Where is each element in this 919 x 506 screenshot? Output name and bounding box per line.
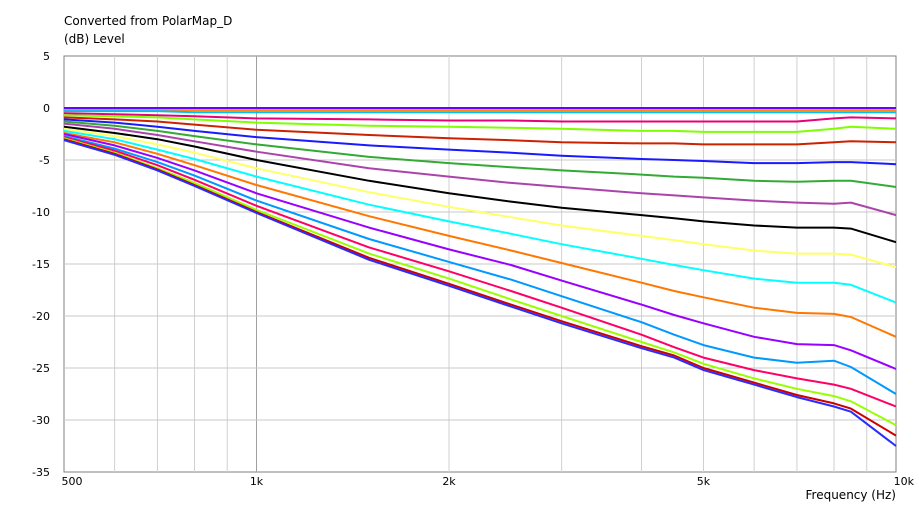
- y-tick-label: 0: [43, 102, 50, 115]
- series-line-14: [63, 133, 897, 370]
- series-line-19: [63, 139, 897, 447]
- series-line-15: [63, 135, 897, 395]
- series-line-5: [63, 114, 897, 133]
- series-line-10: [63, 125, 897, 244]
- series-line-12: [63, 129, 897, 304]
- y-tick-label: -10: [32, 206, 50, 219]
- series-line-4: [63, 112, 897, 123]
- y-axis-label: (dB) Level: [64, 32, 125, 46]
- y-tick-labels: 5 0 -5 -10 -15 -20 -25 -30 -35: [32, 50, 50, 479]
- x-tick-label: 500: [62, 475, 83, 488]
- series-line-16: [63, 136, 897, 408]
- x-tick-labels: 500 1k 2k 5k 10k: [62, 475, 915, 488]
- series-line-11: [63, 127, 897, 269]
- series-line-7: [63, 118, 897, 166]
- y-tick-label: 5: [43, 50, 50, 63]
- y-tick-label: -35: [32, 466, 50, 479]
- x-tick-label: 2k: [442, 475, 456, 488]
- y-tick-label: -30: [32, 414, 50, 427]
- x-tick-label: 5k: [697, 475, 711, 488]
- y-tick-label: -25: [32, 362, 50, 375]
- y-tick-label: -15: [32, 258, 50, 271]
- series-line-6: [63, 116, 897, 146]
- y-tick-label: -20: [32, 310, 50, 323]
- series-line-13: [63, 132, 897, 338]
- series-line-8: [63, 120, 897, 188]
- chart-title: Converted from PolarMap_D: [64, 14, 232, 28]
- x-tick-label: 10k: [894, 475, 915, 488]
- series-line-9: [63, 122, 897, 217]
- x-axis-label: Frequency (Hz): [806, 488, 897, 502]
- x-tick-label: 1k: [250, 475, 264, 488]
- series-group: [63, 107, 897, 447]
- series-line-17: [63, 137, 897, 427]
- series-line-3: [64, 110, 896, 114]
- y-tick-label: -5: [39, 154, 50, 167]
